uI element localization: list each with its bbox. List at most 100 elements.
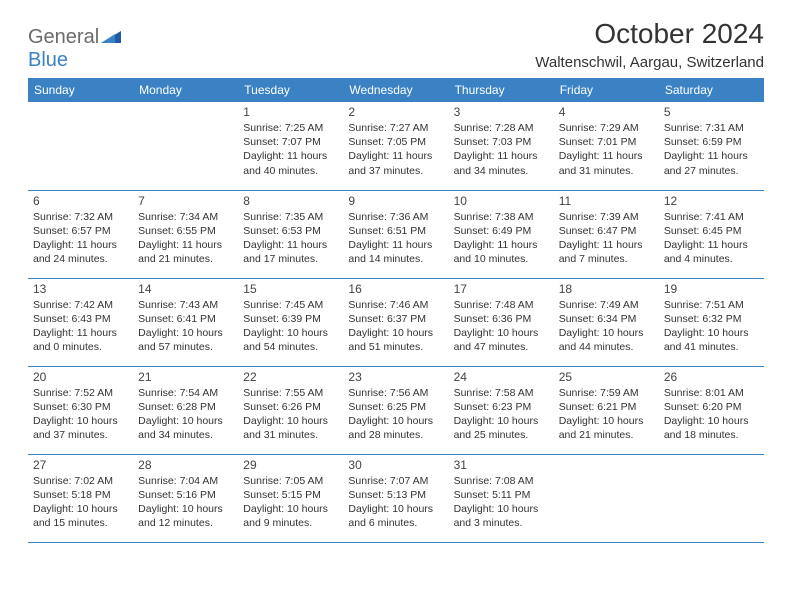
day-number: 26: [664, 370, 759, 384]
sun-info: Sunrise: 7:25 AMSunset: 7:07 PMDaylight:…: [243, 121, 338, 178]
sun-info: Sunrise: 7:35 AMSunset: 6:53 PMDaylight:…: [243, 210, 338, 267]
day-header: Friday: [554, 78, 659, 102]
calendar-cell: 15 Sunrise: 7:45 AMSunset: 6:39 PMDayligh…: [238, 278, 343, 366]
day-number: 17: [454, 282, 549, 296]
calendar-row: 20 Sunrise: 7:52 AMSunset: 6:30 PMDayligh…: [28, 366, 764, 454]
calendar-cell: 10 Sunrise: 7:38 AMSunset: 6:49 PMDayligh…: [449, 190, 554, 278]
sun-info: Sunrise: 7:52 AMSunset: 6:30 PMDaylight:…: [33, 386, 128, 443]
calendar-cell: 13Sunrise: 7:42 AMSunset: 6:43 PMDayligh…: [28, 278, 133, 366]
calendar-cell: 23 Sunrise: 7:56 AMSunset: 6:25 PMDayligh…: [343, 366, 448, 454]
logo-text: General Blue: [28, 26, 121, 72]
calendar-cell: 24Sunrise: 7:58 AMSunset: 6:23 PMDayligh…: [449, 366, 554, 454]
sun-info: Sunrise: 7:05 AMSunset: 5:15 PMDaylight:…: [243, 474, 338, 531]
day-number: 15: [243, 282, 338, 296]
calendar-cell: 27 Sunrise: 7:02 AMSunset: 5:18 PMDayligh…: [28, 454, 133, 542]
day-number: 3: [454, 105, 549, 119]
day-number: 30: [348, 458, 443, 472]
sun-info: Sunrise: 7:29 AMSunset: 7:01 PMDaylight:…: [559, 121, 654, 178]
calendar-cell: 14Sunrise: 7:43 AMSunset: 6:41 PMDayligh…: [133, 278, 238, 366]
day-number: 9: [348, 194, 443, 208]
calendar-cell: 30 Sunrise: 7:07 AMSunset: 5:13 PMDayligh…: [343, 454, 448, 542]
calendar-cell: 28Sunrise: 7:04 AMSunset: 5:16 PMDayligh…: [133, 454, 238, 542]
sun-info: Sunrise: 7:56 AMSunset: 6:25 PMDaylight:…: [348, 386, 443, 443]
calendar-cell: [28, 102, 133, 190]
day-header: Saturday: [659, 78, 764, 102]
day-number: 1: [243, 105, 338, 119]
sun-info: Sunrise: 7:07 AMSunset: 5:13 PMDaylight:…: [348, 474, 443, 531]
sun-info: Sunrise: 7:45 AMSunset: 6:39 PMDaylight:…: [243, 298, 338, 355]
sun-info: Sunrise: 7:02 AMSunset: 5:18 PMDaylight:…: [33, 474, 128, 531]
sun-info: Sunrise: 7:32 AMSunset: 6:57 PMDaylight:…: [33, 210, 128, 267]
day-number: 18: [559, 282, 654, 296]
sun-info: Sunrise: 7:28 AMSunset: 7:03 PMDaylight:…: [454, 121, 549, 178]
sun-info: Sunrise: 7:54 AMSunset: 6:28 PMDaylight:…: [138, 386, 233, 443]
logo-word-1: General: [28, 26, 99, 48]
calendar-cell: 26 Sunrise: 8:01 AMSunset: 6:20 PMDayligh…: [659, 366, 764, 454]
sun-info: Sunrise: 7:48 AMSunset: 6:36 PMDaylight:…: [454, 298, 549, 355]
sun-info: Sunrise: 7:59 AMSunset: 6:21 PMDaylight:…: [559, 386, 654, 443]
logo-triangle-icon: [101, 29, 121, 48]
calendar-cell: 8 Sunrise: 7:35 AMSunset: 6:53 PMDaylight…: [238, 190, 343, 278]
sun-info: Sunrise: 7:43 AMSunset: 6:41 PMDaylight:…: [138, 298, 233, 355]
day-number: 24: [454, 370, 549, 384]
calendar-cell: 21 Sunrise: 7:54 AMSunset: 6:28 PMDayligh…: [133, 366, 238, 454]
calendar-cell: 19Sunrise: 7:51 AMSunset: 6:32 PMDayligh…: [659, 278, 764, 366]
calendar-cell: 1 Sunrise: 7:25 AMSunset: 7:07 PMDaylight…: [238, 102, 343, 190]
day-number: 29: [243, 458, 338, 472]
calendar-cell: 20 Sunrise: 7:52 AMSunset: 6:30 PMDayligh…: [28, 366, 133, 454]
day-number: 4: [559, 105, 654, 119]
day-number: 20: [33, 370, 128, 384]
day-header: Tuesday: [238, 78, 343, 102]
day-number: 23: [348, 370, 443, 384]
calendar-cell: 16Sunrise: 7:46 AMSunset: 6:37 PMDayligh…: [343, 278, 448, 366]
sun-info: Sunrise: 7:41 AMSunset: 6:45 PMDaylight:…: [664, 210, 759, 267]
calendar-row: 6 Sunrise: 7:32 AMSunset: 6:57 PMDaylight…: [28, 190, 764, 278]
calendar-cell: 5Sunrise: 7:31 AMSunset: 6:59 PMDaylight…: [659, 102, 764, 190]
calendar-cell: 22Sunrise: 7:55 AMSunset: 6:26 PMDayligh…: [238, 366, 343, 454]
sun-info: Sunrise: 7:08 AMSunset: 5:11 PMDaylight:…: [454, 474, 549, 531]
calendar-row: 27 Sunrise: 7:02 AMSunset: 5:18 PMDayligh…: [28, 454, 764, 542]
calendar-cell: 12 Sunrise: 7:41 AMSunset: 6:45 PMDayligh…: [659, 190, 764, 278]
calendar-cell: 7 Sunrise: 7:34 AMSunset: 6:55 PMDaylight…: [133, 190, 238, 278]
sun-info: Sunrise: 7:42 AMSunset: 6:43 PMDaylight:…: [33, 298, 128, 355]
calendar-row: 1 Sunrise: 7:25 AMSunset: 7:07 PMDaylight…: [28, 102, 764, 190]
day-number: 25: [559, 370, 654, 384]
sun-info: Sunrise: 7:04 AMSunset: 5:16 PMDaylight:…: [138, 474, 233, 531]
day-number: 11: [559, 194, 654, 208]
day-header: Wednesday: [343, 78, 448, 102]
calendar-body: 1 Sunrise: 7:25 AMSunset: 7:07 PMDaylight…: [28, 102, 764, 542]
day-number: 27: [33, 458, 128, 472]
sun-info: Sunrise: 7:51 AMSunset: 6:32 PMDaylight:…: [664, 298, 759, 355]
sun-info: Sunrise: 7:27 AMSunset: 7:05 PMDaylight:…: [348, 121, 443, 178]
calendar-cell: 2 Sunrise: 7:27 AMSunset: 7:05 PMDaylight…: [343, 102, 448, 190]
sun-info: Sunrise: 7:46 AMSunset: 6:37 PMDaylight:…: [348, 298, 443, 355]
day-number: 12: [664, 194, 759, 208]
sun-info: Sunrise: 7:34 AMSunset: 6:55 PMDaylight:…: [138, 210, 233, 267]
calendar-cell: 25 Sunrise: 7:59 AMSunset: 6:21 PMDayligh…: [554, 366, 659, 454]
sun-info: Sunrise: 7:38 AMSunset: 6:49 PMDaylight:…: [454, 210, 549, 267]
day-header: Thursday: [449, 78, 554, 102]
day-number: 21: [138, 370, 233, 384]
day-number: 22: [243, 370, 338, 384]
day-number: 7: [138, 194, 233, 208]
header: General Blue October 2024 Waltenschwil, …: [28, 18, 764, 72]
calendar-cell: 3 Sunrise: 7:28 AMSunset: 7:03 PMDaylight…: [449, 102, 554, 190]
calendar-cell: 31Sunrise: 7:08 AMSunset: 5:11 PMDayligh…: [449, 454, 554, 542]
day-number: 10: [454, 194, 549, 208]
day-header: Sunday: [28, 78, 133, 102]
day-number: 8: [243, 194, 338, 208]
day-header: Monday: [133, 78, 238, 102]
logo-word-2: Blue: [28, 49, 68, 71]
day-number: 5: [664, 105, 759, 119]
sun-info: Sunrise: 7:49 AMSunset: 6:34 PMDaylight:…: [559, 298, 654, 355]
calendar-cell: 18 Sunrise: 7:49 AMSunset: 6:34 PMDayligh…: [554, 278, 659, 366]
page-title: October 2024: [535, 18, 764, 50]
sun-info: Sunrise: 7:36 AMSunset: 6:51 PMDaylight:…: [348, 210, 443, 267]
day-number: 2: [348, 105, 443, 119]
sun-info: Sunrise: 8:01 AMSunset: 6:20 PMDaylight:…: [664, 386, 759, 443]
calendar-cell: [554, 454, 659, 542]
sun-info: Sunrise: 7:39 AMSunset: 6:47 PMDaylight:…: [559, 210, 654, 267]
day-number: 6: [33, 194, 128, 208]
calendar-cell: 29 Sunrise: 7:05 AMSunset: 5:15 PMDayligh…: [238, 454, 343, 542]
title-block: October 2024 Waltenschwil, Aargau, Switz…: [535, 18, 764, 71]
